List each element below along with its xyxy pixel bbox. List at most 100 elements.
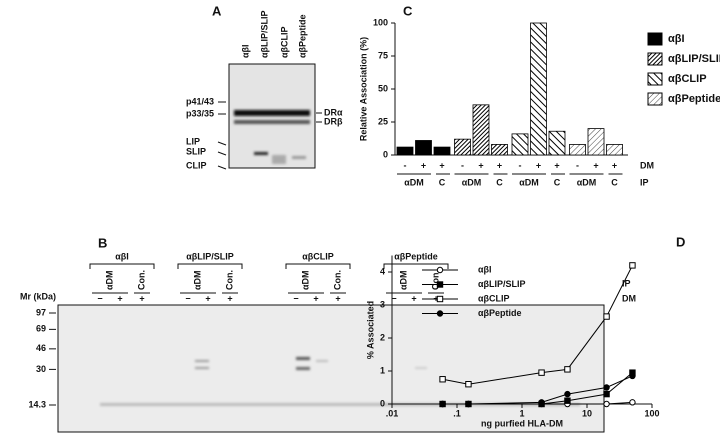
panel-label: C [403, 3, 413, 18]
line [442, 375, 633, 405]
dm-sign: + [554, 160, 559, 170]
dm-sign: + [433, 293, 438, 303]
marker-label: CLIP [186, 160, 207, 170]
mw-label: 46 [36, 343, 46, 353]
y-tick-label: 25 [378, 116, 388, 126]
y-axis-label: % Associated [365, 301, 375, 359]
legend-swatch [647, 52, 663, 66]
bracket [177, 263, 243, 269]
marker-tick [217, 165, 227, 170]
point [564, 366, 571, 373]
mw-label: 97 [36, 307, 46, 317]
gel-b-bands [100, 357, 580, 406]
bar [415, 140, 432, 156]
y-tick-label: 0 [383, 149, 388, 159]
bracket [285, 263, 351, 269]
dm-sign: + [593, 160, 598, 170]
point [564, 397, 571, 404]
legend-label: αβI [478, 264, 492, 274]
y-tick-label: 50 [378, 83, 388, 93]
dm-sign: + [313, 293, 318, 303]
y-axis-label: Relative Association (%) [358, 37, 368, 141]
legend-label: αβCLIP [478, 293, 510, 303]
dm-sign: - [519, 160, 522, 170]
ip-label: αDM [519, 177, 539, 187]
ip-label: Con. [430, 270, 440, 290]
dm-sign: + [421, 160, 426, 170]
bar [530, 22, 547, 156]
dm-sign: + [139, 293, 144, 303]
lane-label: αβLIP/SLIP [259, 10, 269, 58]
dm-sign: - [404, 160, 407, 170]
y-tick-label: 75 [378, 50, 388, 60]
bar [606, 144, 623, 156]
ip-label: C [554, 177, 561, 187]
bar [569, 144, 586, 156]
lane-label: αβCLIP [279, 26, 289, 58]
dm-sign: + [536, 160, 541, 170]
marker-label: p33/35 [186, 108, 214, 118]
ip-label: αDM [300, 270, 310, 290]
dm-sign: + [205, 293, 210, 303]
lane-label: αβPeptide [297, 14, 307, 58]
y-tick-label: 1 [380, 365, 385, 375]
point [465, 381, 472, 388]
group-label: αβLIP/SLIP [186, 251, 234, 261]
ip-label: αDM [404, 177, 424, 187]
y-tick-label: 2 [380, 332, 385, 342]
legend-swatch [647, 92, 663, 106]
point [603, 313, 610, 320]
bracket [383, 263, 449, 269]
point [629, 262, 636, 269]
y-tick-label: 0 [380, 398, 385, 408]
bar [511, 133, 529, 156]
point [538, 369, 545, 376]
marker-label: SLIP [186, 146, 206, 156]
legend-swatch [647, 72, 663, 86]
dm-sign: + [478, 160, 483, 170]
panel-label: A [212, 3, 222, 18]
ip-label: αDM [398, 270, 408, 290]
point [436, 295, 444, 303]
dm-sign: − [391, 293, 396, 303]
dm-title: DM [640, 160, 654, 170]
ip-title: IP [640, 177, 649, 187]
ip-label: C [611, 177, 618, 187]
ip-label: Con. [136, 270, 146, 290]
dm-sign: + [411, 293, 416, 303]
bar [396, 146, 414, 156]
legend-label: αβPeptide [478, 308, 522, 318]
mw-label: 69 [36, 324, 46, 334]
marker-tick [217, 151, 227, 156]
group-label: αβCLIP [302, 251, 334, 261]
point [439, 400, 446, 408]
point [603, 384, 610, 391]
point [538, 399, 545, 406]
point [564, 390, 571, 398]
point [436, 281, 444, 288]
panel-label: D [676, 234, 685, 249]
gel-b [57, 304, 605, 433]
ip-label: αDM [104, 270, 114, 290]
dm-sign: − [293, 293, 298, 303]
point [439, 376, 446, 383]
point [465, 400, 472, 408]
marker-label: DRα [324, 107, 343, 117]
group-label: αβI [115, 251, 129, 261]
x-tick-label: .1 [453, 408, 461, 418]
ip-label: C [439, 177, 446, 187]
legend-label: αβLIP/SLIP [478, 279, 526, 289]
x-tick-label: 100 [644, 408, 659, 418]
bar [454, 138, 471, 156]
ip-label: Con. [224, 270, 234, 290]
legend-label: αβPeptide [668, 93, 720, 105]
ip-label: αDM [577, 177, 597, 187]
dm-sign: − [97, 293, 102, 303]
dm-sign: + [612, 160, 617, 170]
group-label: αβPeptide [394, 251, 438, 261]
point [603, 400, 610, 408]
point [629, 399, 636, 406]
dm-sign: + [439, 160, 444, 170]
dm-title: DM [622, 293, 636, 303]
